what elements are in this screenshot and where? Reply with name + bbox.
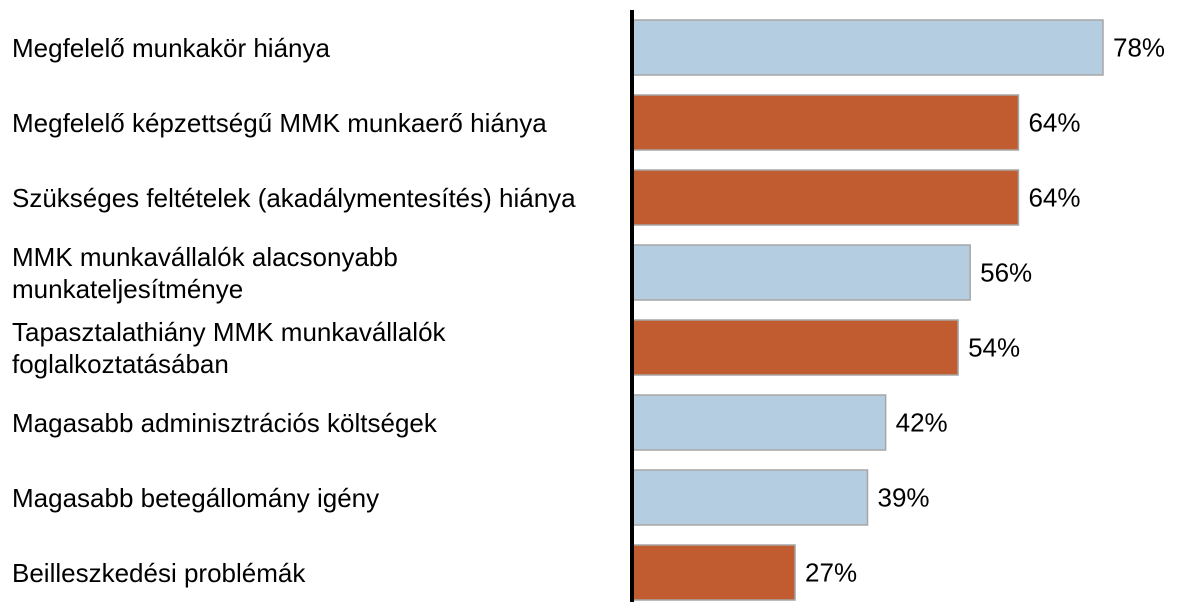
value-label: 42% bbox=[896, 407, 948, 437]
value-label: 78% bbox=[1113, 32, 1165, 62]
bar bbox=[631, 544, 796, 601]
value-label: 27% bbox=[805, 557, 857, 587]
category-label: Magasabb adminisztrációs költségek bbox=[12, 407, 437, 438]
bar bbox=[631, 19, 1104, 76]
bar bbox=[631, 394, 887, 451]
value-label: 64% bbox=[1028, 107, 1080, 137]
bar bbox=[631, 319, 959, 376]
bar bbox=[631, 94, 1020, 151]
category-label: Magasabb betegállomány igény bbox=[12, 482, 380, 513]
value-label: 64% bbox=[1028, 182, 1080, 212]
category-label: Megfelelő képzettségű MMK munkaerő hiány… bbox=[12, 107, 547, 138]
bar bbox=[631, 469, 869, 526]
value-label: 39% bbox=[878, 482, 930, 512]
value-label: 54% bbox=[968, 332, 1020, 362]
category-label: Beilleszkedési problémák bbox=[12, 557, 306, 588]
bar bbox=[631, 169, 1020, 226]
category-label: Tapasztalathiány MMK munkavállalók fogla… bbox=[12, 316, 446, 379]
bar bbox=[631, 244, 971, 301]
category-label: MMK munkavállalók alacsonyabb munkatelje… bbox=[12, 241, 398, 304]
category-label: Megfelelő munkakör hiánya bbox=[12, 32, 330, 63]
value-label: 56% bbox=[980, 257, 1032, 287]
category-label: Szükséges feltételek (akadálymentesítés)… bbox=[12, 182, 576, 213]
